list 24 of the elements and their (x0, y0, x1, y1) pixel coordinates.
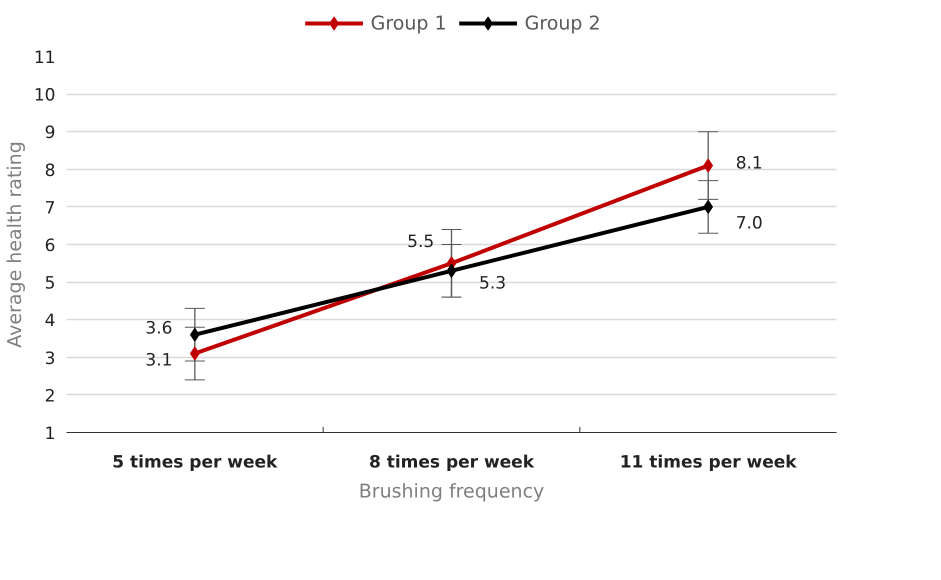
x-tick-label: 11 times per week (620, 452, 798, 472)
y-tick-label: 10 (34, 86, 56, 106)
y-axis-title: Average health rating (4, 141, 26, 348)
y-tick-label: 8 (44, 160, 56, 181)
y-tick-label: 2 (44, 386, 56, 406)
data-label: 7.0 (736, 213, 763, 234)
data-label: 3.1 (145, 350, 172, 371)
x-axis-title: Brushing frequency (358, 480, 544, 502)
legend-label: Group 2 (524, 12, 601, 34)
y-tick-label: 3 (44, 348, 56, 369)
y-tick-label: 1 (44, 424, 56, 444)
y-tick-label: 11 (34, 48, 56, 68)
legend-label: Group 1 (370, 12, 447, 34)
y-tick-label: 9 (44, 123, 56, 144)
y-tick-label: 6 (44, 236, 56, 256)
x-tick-label: 5 times per week (112, 452, 278, 472)
y-tick-label: 4 (44, 311, 56, 332)
x-tick-label: 8 times per week (368, 452, 535, 472)
data-label: 3.6 (145, 318, 172, 339)
y-tick-label: 5 (44, 274, 56, 294)
data-label: 8.1 (736, 153, 763, 174)
data-label: 5.3 (479, 274, 506, 294)
data-label: 5.5 (407, 232, 434, 252)
y-tick-label: 7 (44, 198, 56, 218)
